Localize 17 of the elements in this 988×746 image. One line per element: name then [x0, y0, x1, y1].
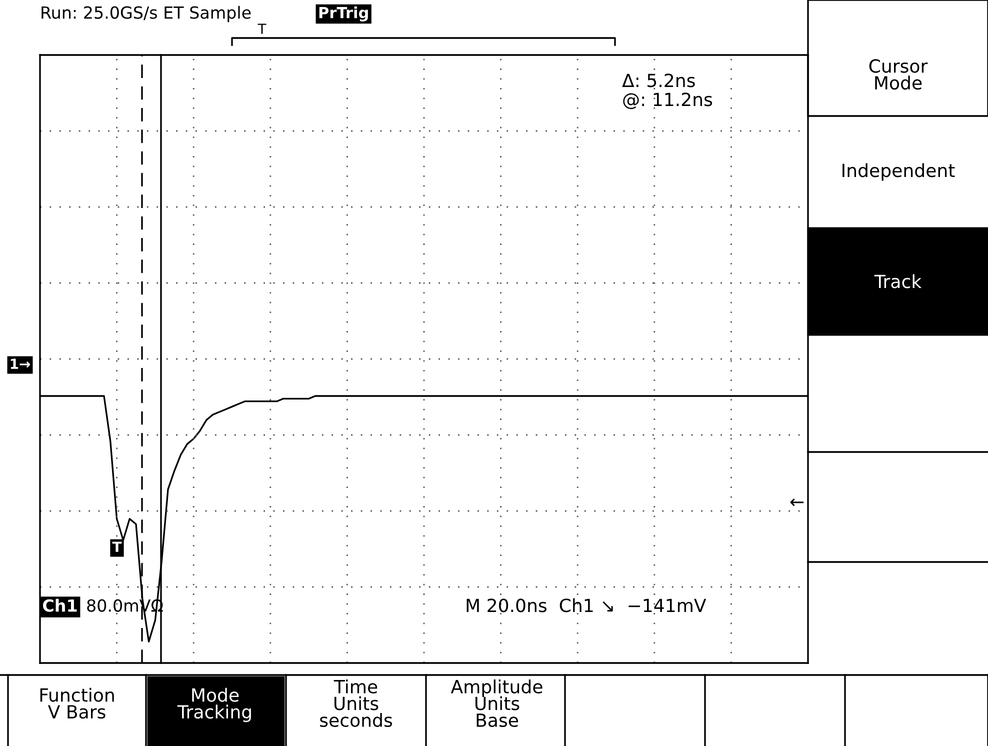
text: Δ: 5.2ns	[622, 74, 695, 88]
text: Amplitude Units Base	[450, 679, 542, 728]
text: Time Units seconds	[320, 679, 392, 728]
text: T	[258, 24, 266, 34]
text: Cursor Mode	[869, 59, 928, 90]
chart-subtitle: PrTrig	[319, 6, 368, 22]
text: Independent	[842, 163, 955, 181]
annotation: T	[112, 542, 122, 552]
text: 1→	[10, 358, 30, 369]
annotation: ←	[790, 498, 804, 506]
text: Mode Tracking	[177, 688, 251, 722]
annotation: Ch1	[42, 598, 77, 612]
text: Function V Bars	[40, 688, 114, 719]
chart-title: Run: 25.0GS/s ET Sample	[42, 6, 251, 22]
text: Track	[874, 274, 922, 288]
text: @: 11.2ns	[623, 92, 712, 110]
annotation: M 20.0ns Ch1 ↘ −141mV	[466, 598, 706, 612]
